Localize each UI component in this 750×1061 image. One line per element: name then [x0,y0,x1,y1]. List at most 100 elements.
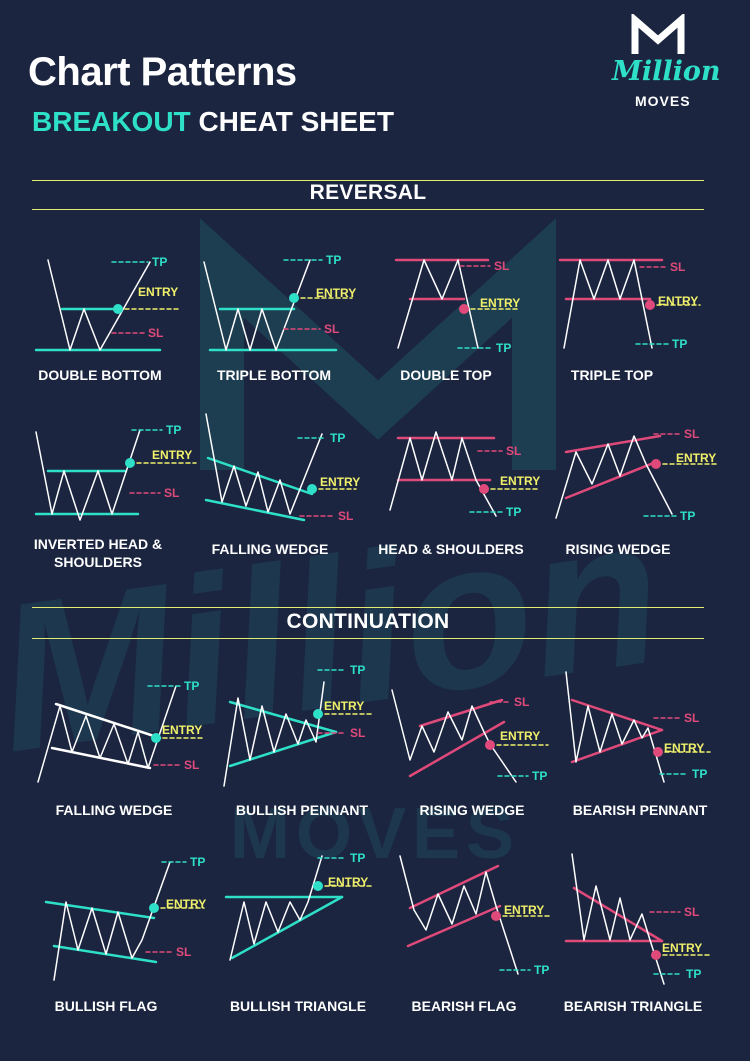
upper-trendline [54,702,162,740]
pattern-label-bullish-flag: BULLISH FLAG [54,998,158,1014]
entry-label: ENTRY [166,897,206,911]
divider-line [32,209,704,210]
entry-label: ENTRY [138,285,178,299]
pattern-label-triple-bottom: TRIPLE BOTTOM [216,367,332,383]
lower-trendline [50,746,152,770]
pattern-label-double-bottom: DOUBLE BOTTOM [38,367,162,383]
tp-label: TP [496,341,511,355]
pattern-label-bearish-pennant: BEARISH PENNANT [572,802,708,818]
entry-label: ENTRY [162,723,202,737]
lower-trendline [408,720,506,778]
pattern-label-double-top: DOUBLE TOP [400,367,492,383]
pattern-label-falling-wedge: FALLING WEDGE [211,541,329,557]
entry-dot [307,484,317,494]
pattern-label-bearish-flag: BEARISH FLAG [411,998,517,1014]
page-title: Chart Patterns [28,50,297,94]
tp-label: TP [350,663,365,677]
entry-label: ENTRY [328,875,368,889]
section-title-continuation: CONTINUATION [286,610,450,633]
price-path [53,861,171,981]
upper-trendline [408,864,500,910]
page-subtitle: BREAKOUT CHEAT SHEET [32,106,394,138]
price-path [565,671,665,783]
section-title-reversal: REVERSAL [309,181,427,204]
entry-label: ENTRY [658,294,698,308]
pattern-label-falling-wedge-continuation: FALLING WEDGE [55,802,173,818]
entry-dot [113,304,123,314]
entry-dot [485,740,495,750]
entry-dot [459,304,469,314]
entry-dot [125,458,135,468]
pattern-label-rising-wedge-continuation: RISING WEDGE [419,802,525,818]
entry-dot [313,881,323,891]
sl-label: SL [494,259,509,273]
price-path [563,259,653,349]
entry-label: ENTRY [676,451,716,465]
pattern-label-triple-top: TRIPLE TOP [570,367,654,383]
price-path [391,689,517,783]
price-path [47,259,151,351]
upper-trendline [44,900,156,920]
tp-label: TP [326,253,341,267]
entry-dot [645,300,655,310]
lower-trendline [52,944,158,964]
pattern-label-head-shoulders: HEAD & SHOULDERS [378,541,524,557]
rising-support-line [230,895,344,960]
entry-dot [651,950,661,960]
price-path [205,413,323,515]
tp-label: TP [506,505,521,519]
price-path [37,685,177,783]
entry-label: ENTRY [480,296,520,310]
entry-label: ENTRY [664,741,704,755]
sl-label: SL [514,695,529,709]
entry-dot [491,911,501,921]
entry-dot [313,709,323,719]
entry-dot [151,733,161,743]
sl-label: SL [176,945,191,959]
tp-label: TP [330,431,345,445]
sl-label: SL [338,509,353,523]
entry-dot [289,293,299,303]
pattern-label-inverted-head-shoulders: INVERTED HEAD & SHOULDERS [33,536,163,570]
entry-dot [479,484,489,494]
logo-script-text: Million [612,56,721,87]
price-path [571,853,665,985]
lower-trendline [228,730,338,768]
sl-label: SL [184,758,199,772]
tp-label: TP [190,855,205,869]
sl-label: SL [350,726,365,740]
svg-text:MOVES: MOVES [230,794,520,874]
upper-trendline [418,698,504,728]
sl-label: SL [324,322,339,336]
entry-dot [149,903,159,913]
divider-line [32,638,704,639]
entry-label: ENTRY [500,729,540,743]
price-path [35,429,141,521]
tp-label: TP [692,767,707,781]
sl-label: SL [148,326,163,340]
price-path [389,431,497,517]
entry-label: ENTRY [662,941,702,955]
entry-label: ENTRY [324,699,364,713]
entry-label: ENTRY [500,474,540,488]
upper-trendline [570,698,664,732]
price-path [229,855,323,961]
upper-trendline [206,456,314,496]
entry-dot [653,747,663,757]
sl-label: SL [670,260,685,274]
price-path [555,435,673,519]
pattern-label-bearish-triangle: BEARISH TRIANGLE [563,998,703,1014]
tp-label: TP [534,963,549,977]
subtitle-accent: BREAKOUT [32,106,191,137]
price-path [223,681,325,787]
logo-moves-text: MOVES [635,93,691,109]
tp-label: TP [532,769,547,783]
divider-line [32,180,704,181]
subtitle-rest: CHEAT SHEET [198,106,394,137]
tp-label: TP [672,337,687,351]
tp-label: TP [166,423,181,437]
lower-trendline [570,728,664,764]
